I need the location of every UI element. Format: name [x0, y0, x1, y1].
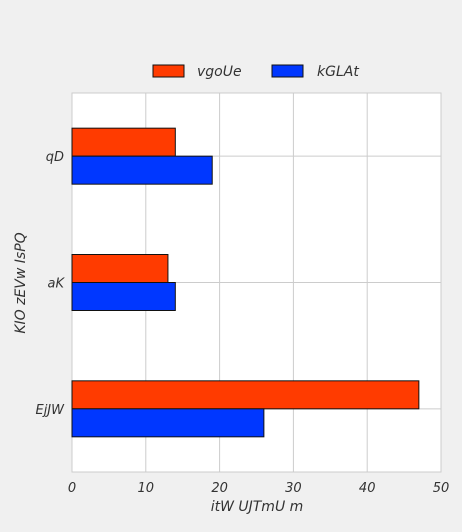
y-tick-label: aK	[48, 277, 66, 292]
bar-kGLAt-EjJW	[71, 408, 265, 438]
bar-kGLAt-aK	[71, 282, 176, 311]
x-axis-title: itW UJTmU m	[211, 499, 304, 515]
x-tick-label: 10	[138, 481, 155, 496]
x-tick-label: 20	[211, 481, 228, 496]
legend-swatch-kGLAt	[271, 64, 304, 78]
legend-label-vgoUe: vgoUe	[197, 64, 242, 80]
x-tick-label: 50	[433, 481, 450, 496]
x-tick-label: 0	[68, 481, 76, 496]
legend-label-kGLAt: kGLAt	[317, 64, 359, 80]
bar-vgoUe-EjJW	[71, 380, 420, 410]
bar-vgoUe-aK	[71, 254, 169, 283]
x-tick-label: 40	[359, 481, 376, 496]
bar-kGLAt-qD	[71, 155, 213, 185]
x-tick-label: 30	[285, 481, 302, 496]
y-tick-label: qD	[46, 150, 64, 165]
legend-swatch-vgoUe	[152, 64, 185, 78]
y-tick-label: EjJW	[35, 403, 65, 418]
bar-vgoUe-qD	[71, 127, 176, 157]
y-axis-title: KIO zEVw IsPQ	[13, 232, 29, 333]
